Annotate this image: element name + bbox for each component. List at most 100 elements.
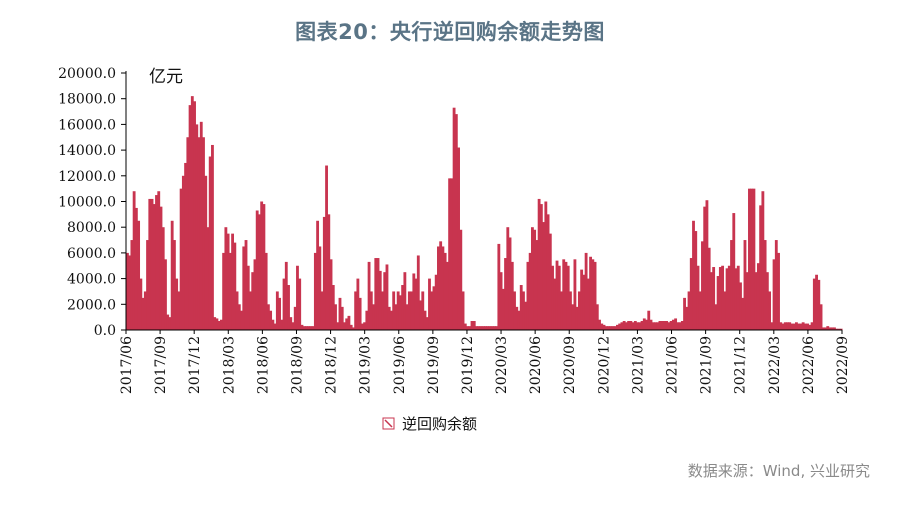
bar — [159, 206, 163, 330]
x-tick-label: 2017/09 — [153, 336, 169, 394]
bar — [810, 322, 814, 330]
bar — [698, 291, 702, 330]
bar — [195, 124, 199, 331]
bar — [656, 322, 660, 330]
bar — [289, 317, 293, 330]
bar — [152, 204, 156, 330]
bar — [519, 285, 523, 330]
bar — [143, 291, 147, 330]
bar — [307, 326, 311, 330]
bar — [293, 306, 297, 330]
bar — [244, 240, 248, 330]
bar — [551, 265, 554, 330]
bar — [821, 327, 825, 330]
bar — [445, 261, 449, 330]
bar — [170, 220, 174, 330]
bar — [705, 200, 709, 330]
bar — [392, 291, 396, 330]
bar — [275, 291, 279, 330]
bar — [128, 255, 132, 330]
bar — [569, 291, 572, 330]
bar — [168, 317, 172, 330]
bar — [181, 175, 185, 330]
bar — [253, 259, 257, 330]
bar — [302, 326, 306, 330]
bar — [459, 229, 463, 330]
bar — [354, 291, 358, 330]
bar — [513, 291, 516, 330]
bar — [667, 322, 671, 330]
bar — [530, 227, 534, 330]
bar — [271, 319, 275, 330]
bar — [685, 306, 689, 330]
bar — [204, 175, 208, 330]
bar — [497, 243, 501, 330]
chart-title: 图表20：央行逆回购余额走势图 — [295, 20, 605, 44]
bar — [665, 321, 669, 330]
x-tick-label: 2018/03 — [221, 336, 237, 394]
bar — [526, 261, 530, 330]
bar — [510, 261, 514, 330]
bar — [157, 191, 161, 330]
bar — [468, 326, 472, 330]
bar — [835, 328, 839, 330]
bar — [197, 137, 201, 330]
bar — [318, 246, 322, 330]
bar — [345, 318, 349, 330]
bar — [432, 286, 436, 330]
bar — [273, 323, 277, 330]
bar — [640, 321, 644, 330]
bar — [631, 322, 635, 330]
bar — [282, 278, 286, 330]
bar — [595, 304, 599, 330]
y-tick-label: 16000.0 — [58, 117, 116, 133]
bar — [748, 188, 751, 330]
x-tick-label: 2017/12 — [187, 336, 203, 394]
y-tick-label: 14000.0 — [58, 143, 116, 159]
bar — [763, 240, 767, 330]
bar — [544, 201, 548, 330]
bar — [387, 306, 391, 330]
bar — [586, 278, 590, 330]
y-tick-label: 10000.0 — [58, 195, 116, 211]
bar — [325, 165, 328, 330]
bar — [636, 322, 639, 330]
bar — [591, 259, 595, 330]
source-note: 数据来源：Wind, 兴业研究 — [687, 462, 870, 480]
bar — [714, 304, 718, 330]
bar — [647, 310, 651, 330]
bar — [405, 304, 409, 330]
bar — [475, 326, 478, 330]
bar — [689, 258, 693, 330]
bar — [208, 156, 212, 330]
bar — [812, 278, 816, 330]
bar — [351, 327, 355, 330]
bar — [305, 326, 308, 330]
y-tick-label: 0.0 — [94, 323, 116, 339]
bar — [367, 261, 371, 330]
bar — [242, 246, 246, 330]
bar — [454, 114, 458, 331]
bar — [638, 322, 642, 330]
bar — [736, 265, 740, 330]
x-tick-label: 2018/06 — [255, 336, 271, 394]
bar — [754, 272, 758, 330]
bar — [683, 297, 686, 330]
bar — [439, 241, 443, 330]
bar — [421, 291, 425, 330]
bar — [186, 137, 190, 330]
bar — [598, 319, 601, 330]
bar — [577, 291, 581, 330]
bar — [298, 278, 302, 330]
legend-swatch-hatch — [384, 419, 393, 428]
bar — [499, 272, 503, 330]
bar — [730, 240, 733, 330]
bar — [199, 121, 203, 330]
bar — [338, 297, 342, 330]
bar — [768, 291, 771, 330]
x-tick-label: 2018/09 — [289, 336, 305, 394]
bar — [774, 240, 778, 330]
bar — [148, 198, 152, 330]
bar — [233, 242, 237, 330]
bar — [443, 252, 447, 330]
